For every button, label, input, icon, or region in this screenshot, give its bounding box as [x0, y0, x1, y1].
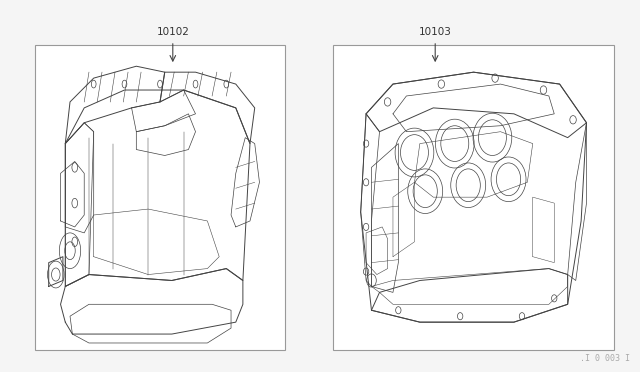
Text: 10103: 10103 — [419, 27, 452, 37]
Text: .I 0 003 I: .I 0 003 I — [580, 354, 630, 363]
Bar — [333, 45, 614, 350]
Text: 10102: 10102 — [156, 27, 189, 37]
Bar — [35, 45, 285, 350]
